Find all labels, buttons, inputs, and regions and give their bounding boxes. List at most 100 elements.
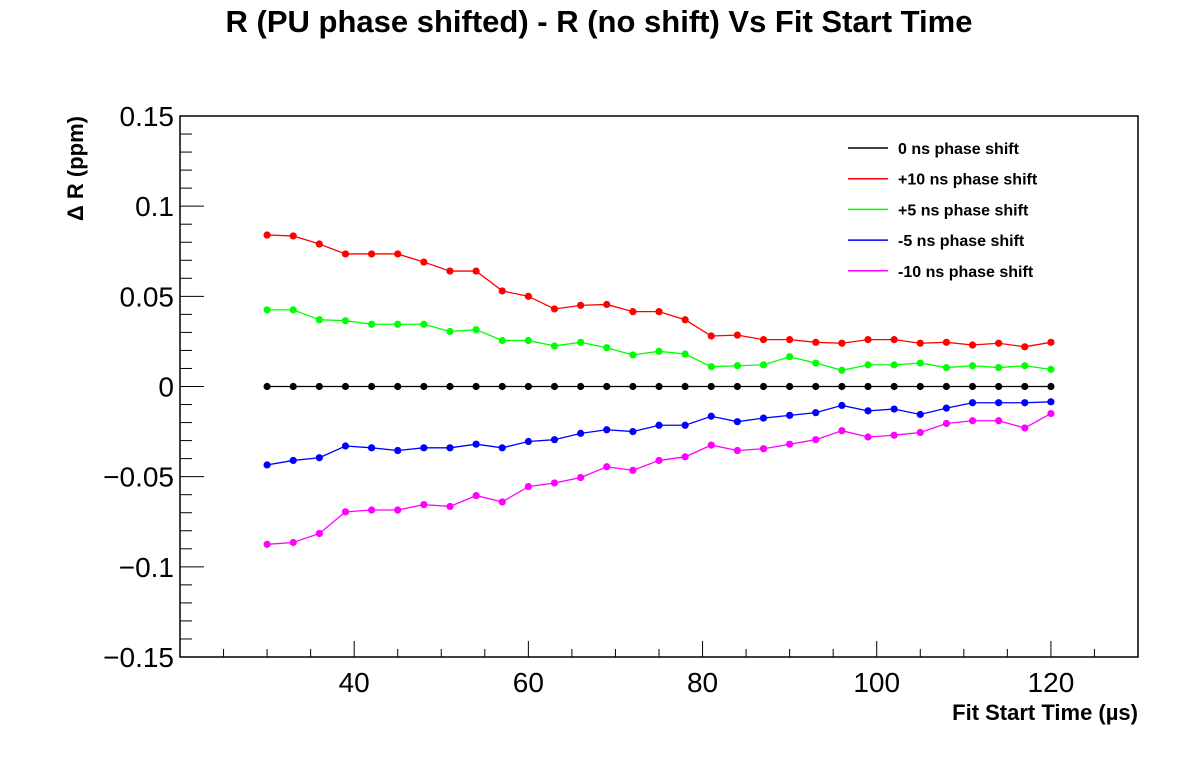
data-point xyxy=(315,382,323,391)
data-point xyxy=(681,350,689,358)
legend-label: -10 ns phase shift xyxy=(898,264,1034,281)
data-point xyxy=(472,440,480,448)
data-point xyxy=(289,382,297,391)
data-point xyxy=(394,446,402,455)
data-point xyxy=(315,240,323,248)
data-point xyxy=(315,529,323,538)
data-point xyxy=(368,250,376,258)
data-point xyxy=(1021,343,1029,351)
x-tick-label: 80 xyxy=(687,667,718,698)
data-point xyxy=(655,421,663,429)
data-point xyxy=(916,428,924,437)
data-point xyxy=(420,320,428,328)
data-point xyxy=(498,287,506,295)
x-tick-label: 40 xyxy=(339,667,370,698)
data-point xyxy=(603,463,611,471)
data-point xyxy=(629,351,637,359)
data-point xyxy=(759,361,768,369)
data-point xyxy=(263,306,271,314)
data-point xyxy=(368,444,376,452)
data-point xyxy=(838,401,846,410)
data-point xyxy=(472,382,480,391)
series-0 xyxy=(263,382,1055,391)
data-point xyxy=(759,414,768,422)
data-point xyxy=(368,320,376,328)
data-point xyxy=(446,327,454,336)
data-point xyxy=(890,361,898,369)
data-point xyxy=(864,382,872,391)
data-point xyxy=(995,417,1003,425)
x-tick-label: 100 xyxy=(853,667,900,698)
series-layer xyxy=(263,231,1055,548)
data-point xyxy=(550,342,559,350)
data-point xyxy=(524,382,532,391)
data-point xyxy=(289,456,297,465)
legend-label: +5 ns phase shift xyxy=(898,202,1029,219)
data-point xyxy=(707,441,715,449)
data-point xyxy=(681,316,689,324)
data-point xyxy=(890,382,898,391)
data-point xyxy=(420,258,428,266)
data-point xyxy=(681,382,689,391)
data-point xyxy=(289,232,297,240)
data-point xyxy=(786,336,794,344)
data-point xyxy=(315,454,323,462)
data-point xyxy=(838,427,846,435)
data-point xyxy=(498,336,506,345)
data-point xyxy=(890,336,898,344)
data-point xyxy=(707,363,715,371)
data-point xyxy=(890,431,898,439)
data-point xyxy=(942,404,951,412)
data-point xyxy=(629,427,637,436)
data-point xyxy=(942,363,951,372)
data-point xyxy=(655,382,663,391)
data-point xyxy=(263,461,271,469)
y-tick-label: −0.1 xyxy=(119,552,174,583)
chart-title: R (PU phase shifted) - R (no shift) Vs F… xyxy=(225,4,973,39)
legend-label: +10 ns phase shift xyxy=(898,172,1038,189)
data-point xyxy=(1021,399,1029,407)
data-point xyxy=(577,382,585,391)
data-point xyxy=(864,336,872,344)
data-point xyxy=(968,417,977,425)
legend-entry: +10 ns phase shift xyxy=(848,172,1038,189)
data-point xyxy=(864,433,872,441)
data-point xyxy=(864,361,872,369)
data-point xyxy=(916,339,924,347)
data-point xyxy=(603,344,611,352)
series-line xyxy=(267,309,1051,371)
data-point xyxy=(864,407,872,415)
data-point xyxy=(1047,338,1055,346)
data-point xyxy=(1047,398,1055,406)
data-point xyxy=(995,382,1003,391)
data-point xyxy=(995,363,1003,372)
y-axis-title: Δ R (ppm) xyxy=(63,116,88,221)
data-point xyxy=(838,339,846,347)
data-point xyxy=(655,347,663,355)
data-point xyxy=(942,382,951,391)
data-point xyxy=(315,316,323,324)
data-point xyxy=(341,382,350,391)
y-tick-label: −0.15 xyxy=(103,642,174,673)
data-point xyxy=(942,338,951,346)
data-point xyxy=(733,362,741,370)
data-point xyxy=(838,382,846,391)
data-point xyxy=(550,479,559,487)
data-point xyxy=(681,421,689,429)
series-line xyxy=(266,401,1051,466)
data-point xyxy=(629,466,637,474)
data-point xyxy=(524,336,532,345)
data-point xyxy=(812,359,820,367)
data-point xyxy=(577,473,585,482)
data-point xyxy=(603,426,611,434)
y-tick-label: 0 xyxy=(158,372,174,403)
data-point xyxy=(786,440,794,448)
data-point xyxy=(759,445,768,453)
data-point xyxy=(420,444,428,452)
data-point xyxy=(968,382,977,391)
legend-entry: -5 ns phase shift xyxy=(848,233,1025,250)
legend: 0 ns phase shift +10 ns phase shift +5 ns … xyxy=(848,141,1038,281)
data-point xyxy=(341,442,350,450)
x-tick-label: 60 xyxy=(513,667,544,698)
